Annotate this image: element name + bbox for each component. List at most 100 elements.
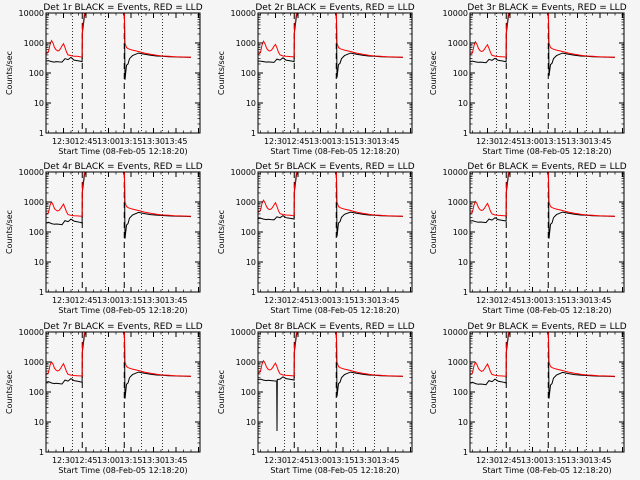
detector-panel-6: Det 6r BLACK = Events, RED = LLD 1 10 100 10… — [429, 162, 627, 315]
y-tick-label: 100 — [241, 228, 256, 237]
panel-title: Det 7r BLACK = Events, RED = LLD — [43, 322, 202, 332]
x-axis-label: Start Time (08-Feb-05 12:18:20) — [58, 147, 187, 156]
y-tick-label: 1000 — [236, 198, 256, 207]
x-tick-label: 13:45 — [376, 137, 399, 146]
detector-panel-4: Det 4r BLACK = Events, RED = LLD 1 10 100 10… — [5, 162, 203, 315]
x-axis-label: Start Time (08-Feb-05 12:18:20) — [482, 306, 611, 315]
y-tick-label: 1 — [39, 448, 44, 457]
x-tick-label: 13:45 — [588, 456, 611, 465]
panel-title: Det 2r BLACK = Events, RED = LLD — [255, 3, 414, 13]
events-series-line — [258, 332, 404, 432]
lld-series-line — [258, 332, 404, 377]
y-tick-label: 1000 — [24, 358, 44, 367]
y-tick-label: 1 — [251, 129, 256, 138]
y-tick-label: 1 — [463, 448, 468, 457]
y-tick-label: 10000 — [231, 9, 256, 18]
detector-panel-2: Det 2r BLACK = Events, RED = LLD 1 10 100 10… — [217, 3, 415, 156]
y-tick-label: 1000 — [236, 358, 256, 367]
detector-panel-5: Det 5r BLACK = Events, RED = LLD 1 10 100 10… — [217, 162, 415, 315]
x-axis-label: Start Time (08-Feb-05 12:18:20) — [482, 147, 611, 156]
x-tick-label: 12:30 — [476, 137, 499, 146]
y-tick-label: 10 — [458, 418, 468, 427]
x-tick-label: 13:15 — [331, 296, 354, 305]
lld-series-line — [46, 13, 192, 58]
lld-series-line — [258, 172, 404, 217]
x-tick-label: 13:45 — [376, 296, 399, 305]
y-tick-label: 1 — [39, 288, 44, 297]
y-tick-label: 10 — [458, 258, 468, 267]
x-tick-label: 12:45 — [74, 296, 97, 305]
x-tick-label: 13:15 — [543, 296, 566, 305]
x-tick-label: 12:30 — [264, 296, 287, 305]
events-series-line — [258, 13, 404, 78]
x-tick-label: 12:30 — [476, 296, 499, 305]
x-tick-label: 13:15 — [119, 296, 142, 305]
panel-title: Det 1r BLACK = Events, RED = LLD — [43, 3, 202, 13]
x-tick-label: 13:45 — [164, 456, 187, 465]
events-series-line — [258, 172, 404, 237]
panel-title: Det 9r BLACK = Events, RED = LLD — [467, 322, 626, 332]
y-tick-label: 100 — [241, 388, 256, 397]
x-tick-label: 13:00 — [521, 296, 544, 305]
y-tick-label: 100 — [29, 228, 44, 237]
x-tick-label: 12:30 — [52, 456, 75, 465]
x-tick-label: 13:45 — [164, 296, 187, 305]
y-tick-label: 100 — [29, 388, 44, 397]
y-tick-label: 10000 — [231, 328, 256, 337]
lld-series-line — [470, 332, 616, 377]
panel-title: Det 8r BLACK = Events, RED = LLD — [255, 322, 414, 332]
y-tick-label: 10 — [246, 418, 256, 427]
x-tick-label: 12:45 — [498, 456, 521, 465]
x-axis-label: Start Time (08-Feb-05 12:18:20) — [270, 147, 399, 156]
x-tick-label: 13:30 — [142, 456, 165, 465]
x-tick-label: 12:45 — [286, 296, 309, 305]
x-tick-label: 13:30 — [354, 296, 377, 305]
y-tick-label: 1000 — [24, 39, 44, 48]
y-tick-label: 10000 — [443, 328, 468, 337]
x-tick-label: 13:15 — [331, 137, 354, 146]
panel-title: Det 4r BLACK = Events, RED = LLD — [43, 162, 202, 172]
y-tick-label: 1 — [251, 448, 256, 457]
y-tick-label: 1 — [463, 129, 468, 138]
y-tick-label: 100 — [241, 69, 256, 78]
x-axis-label: Start Time (08-Feb-05 12:18:20) — [482, 466, 611, 475]
panel-title: Det 3r BLACK = Events, RED = LLD — [467, 3, 626, 13]
x-axis-label: Start Time (08-Feb-05 12:18:20) — [270, 466, 399, 475]
x-tick-label: 13:15 — [119, 137, 142, 146]
y-tick-label: 10000 — [443, 168, 468, 177]
x-tick-label: 12:30 — [52, 137, 75, 146]
y-tick-label: 10000 — [19, 168, 44, 177]
detector-panel-9: Det 9r BLACK = Events, RED = LLD 1 10 100 10… — [429, 322, 627, 475]
detector-panel-8: Det 8r BLACK = Events, RED = LLD 1 10 100 10… — [217, 322, 415, 475]
x-tick-label: 13:00 — [97, 456, 120, 465]
y-tick-label: 100 — [453, 388, 468, 397]
x-tick-label: 13:15 — [543, 137, 566, 146]
x-tick-label: 12:30 — [52, 296, 75, 305]
events-series-line — [46, 172, 192, 239]
y-tick-label: 1000 — [448, 198, 468, 207]
y-tick-label: 10 — [246, 258, 256, 267]
y-tick-label: 10 — [458, 99, 468, 108]
x-tick-label: 13:15 — [543, 456, 566, 465]
x-tick-label: 12:45 — [74, 456, 97, 465]
events-series-line — [46, 332, 192, 399]
x-tick-label: 13:45 — [588, 137, 611, 146]
y-tick-label: 10000 — [19, 328, 44, 337]
panel-title: Det 5r BLACK = Events, RED = LLD — [255, 162, 414, 172]
x-tick-label: 12:30 — [264, 456, 287, 465]
x-tick-label: 12:30 — [476, 456, 499, 465]
y-tick-label: 10000 — [231, 168, 256, 177]
x-axis-label: Start Time (08-Feb-05 12:18:20) — [58, 306, 187, 315]
x-tick-label: 12:45 — [498, 137, 521, 146]
panel-title: Det 6r BLACK = Events, RED = LLD — [467, 162, 626, 172]
events-series-line — [470, 13, 616, 76]
x-tick-label: 13:15 — [331, 456, 354, 465]
y-axis-label: Counts/sec — [429, 51, 438, 95]
x-tick-label: 13:00 — [309, 456, 332, 465]
y-tick-label: 10 — [34, 258, 44, 267]
y-tick-label: 100 — [29, 69, 44, 78]
y-tick-label: 1 — [39, 129, 44, 138]
y-tick-label: 10000 — [19, 9, 44, 18]
